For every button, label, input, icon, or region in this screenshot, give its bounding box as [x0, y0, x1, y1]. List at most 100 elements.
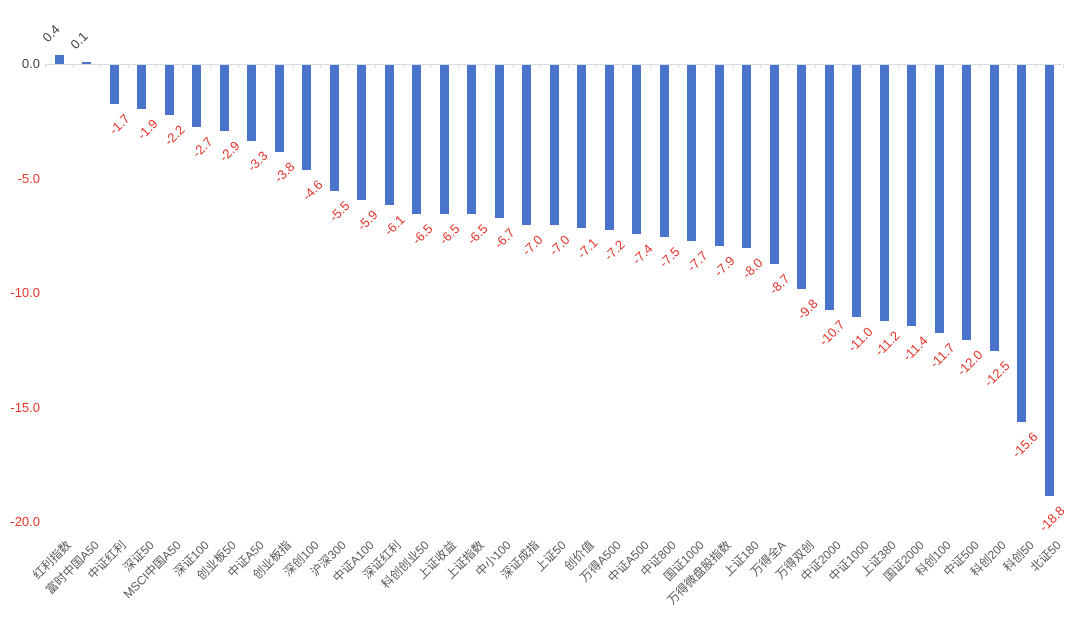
value-label: -6.1: [381, 211, 408, 239]
value-label: -5.9: [353, 207, 381, 234]
value-label: -1.7: [106, 110, 133, 138]
bar: [824, 65, 834, 311]
x-axis-tickmark: [787, 64, 789, 68]
bar: [82, 61, 91, 64]
bar: [687, 65, 696, 242]
value-label: -6.5: [408, 220, 436, 248]
category-label: 科创50: [1000, 538, 1037, 575]
x-axis-tickmark: [980, 64, 982, 68]
x-axis-tickmark: [485, 64, 487, 68]
x-axis-tickmark: [45, 64, 47, 68]
bar: [769, 65, 779, 265]
x-axis-tickmark: [72, 64, 74, 68]
x-axis-tickmark: [1035, 64, 1037, 68]
x-axis-tickmark: [457, 64, 459, 68]
y-axis-tick-label: -5.0: [17, 170, 40, 186]
value-label: -6.5: [436, 220, 463, 248]
x-axis-tickmark: [650, 64, 652, 68]
value-label: -11.4: [899, 333, 931, 364]
bar: [494, 65, 504, 219]
bar: [962, 65, 971, 340]
y-axis-tick-label: -15.0: [10, 399, 40, 415]
value-label: -1.9: [133, 115, 161, 142]
x-axis-tickmark: [210, 64, 212, 68]
bar: [1017, 65, 1026, 423]
value-label: -7.1: [573, 234, 601, 262]
bar: [797, 65, 806, 290]
value-label: -6.7: [491, 225, 518, 252]
value-label: 0.1: [66, 28, 91, 52]
bar: [467, 65, 476, 214]
bar: [934, 65, 944, 333]
x-axis-tickmark: [815, 64, 817, 68]
x-axis-tickmark: [155, 64, 157, 68]
bar: [54, 54, 64, 64]
bar: [247, 65, 256, 141]
x-axis-tickmark: [512, 64, 514, 68]
value-label: -8.0: [738, 255, 766, 282]
value-label: -3.3: [243, 147, 271, 175]
value-label: -12.5: [981, 358, 1013, 390]
x-axis-tickmark: [1062, 64, 1064, 68]
value-label: -6.5: [463, 220, 491, 248]
bar: [879, 65, 889, 322]
bar: [907, 65, 916, 327]
value-label: -7.5: [656, 243, 683, 271]
bar: [219, 65, 229, 132]
value-label: -11.2: [871, 328, 903, 360]
x-axis-tickmark: [320, 64, 322, 68]
value-label: -11.7: [926, 339, 958, 371]
x-axis-line: [45, 64, 1062, 65]
value-label: -2.7: [188, 133, 216, 161]
bar: [164, 65, 174, 116]
value-label: -15.6: [1008, 429, 1041, 461]
value-label: -7.9: [711, 252, 738, 280]
value-label: -7.0: [518, 232, 546, 259]
x-axis-tickmark: [732, 64, 734, 68]
x-axis-tickmark: [540, 64, 542, 68]
x-axis-tickmark: [375, 64, 377, 68]
value-label: -3.8: [271, 159, 298, 186]
y-axis-tick-label: 0.0: [21, 56, 40, 71]
value-label: -2.2: [161, 122, 188, 149]
bar: [109, 65, 119, 104]
x-axis-tickmark: [347, 64, 349, 68]
bar: [632, 65, 641, 235]
x-axis-tickmark: [842, 64, 844, 68]
x-axis-tickmark: [925, 64, 927, 68]
bar: [357, 65, 366, 201]
bar: [439, 65, 449, 214]
bar: [192, 65, 201, 127]
bar: [522, 65, 531, 226]
x-axis-tickmark: [127, 64, 129, 68]
value-label: -7.7: [683, 248, 711, 275]
x-axis-tickmark: [622, 64, 624, 68]
value-label: -18.8: [1036, 502, 1068, 535]
x-axis-tickmark: [567, 64, 569, 68]
x-axis-tickmark: [292, 64, 294, 68]
x-axis-tickmark: [595, 64, 597, 68]
bar: [989, 65, 999, 352]
x-axis-tickmark: [100, 64, 102, 68]
y-axis-tick-label: -10.0: [10, 285, 40, 300]
bar: [384, 65, 394, 205]
value-label: -12.0: [953, 346, 986, 379]
x-axis-tickmark: [705, 64, 707, 68]
bar: [329, 65, 339, 191]
x-axis-tickmark: [430, 64, 432, 68]
x-axis-tickmark: [237, 64, 239, 68]
bar: [549, 65, 559, 226]
bar: [412, 65, 421, 214]
value-label: 0.4: [39, 21, 63, 45]
bar: [604, 65, 614, 230]
x-axis-tickmark: [265, 64, 267, 68]
value-label: -7.4: [628, 241, 656, 268]
x-axis-tickmark: [182, 64, 184, 68]
bar: [742, 65, 751, 249]
x-axis-tickmark: [1007, 64, 1009, 68]
x-axis-tickmark: [870, 64, 872, 68]
x-axis-tickmark: [897, 64, 899, 68]
value-label: -4.6: [298, 177, 326, 204]
x-axis-tickmark: [677, 64, 679, 68]
